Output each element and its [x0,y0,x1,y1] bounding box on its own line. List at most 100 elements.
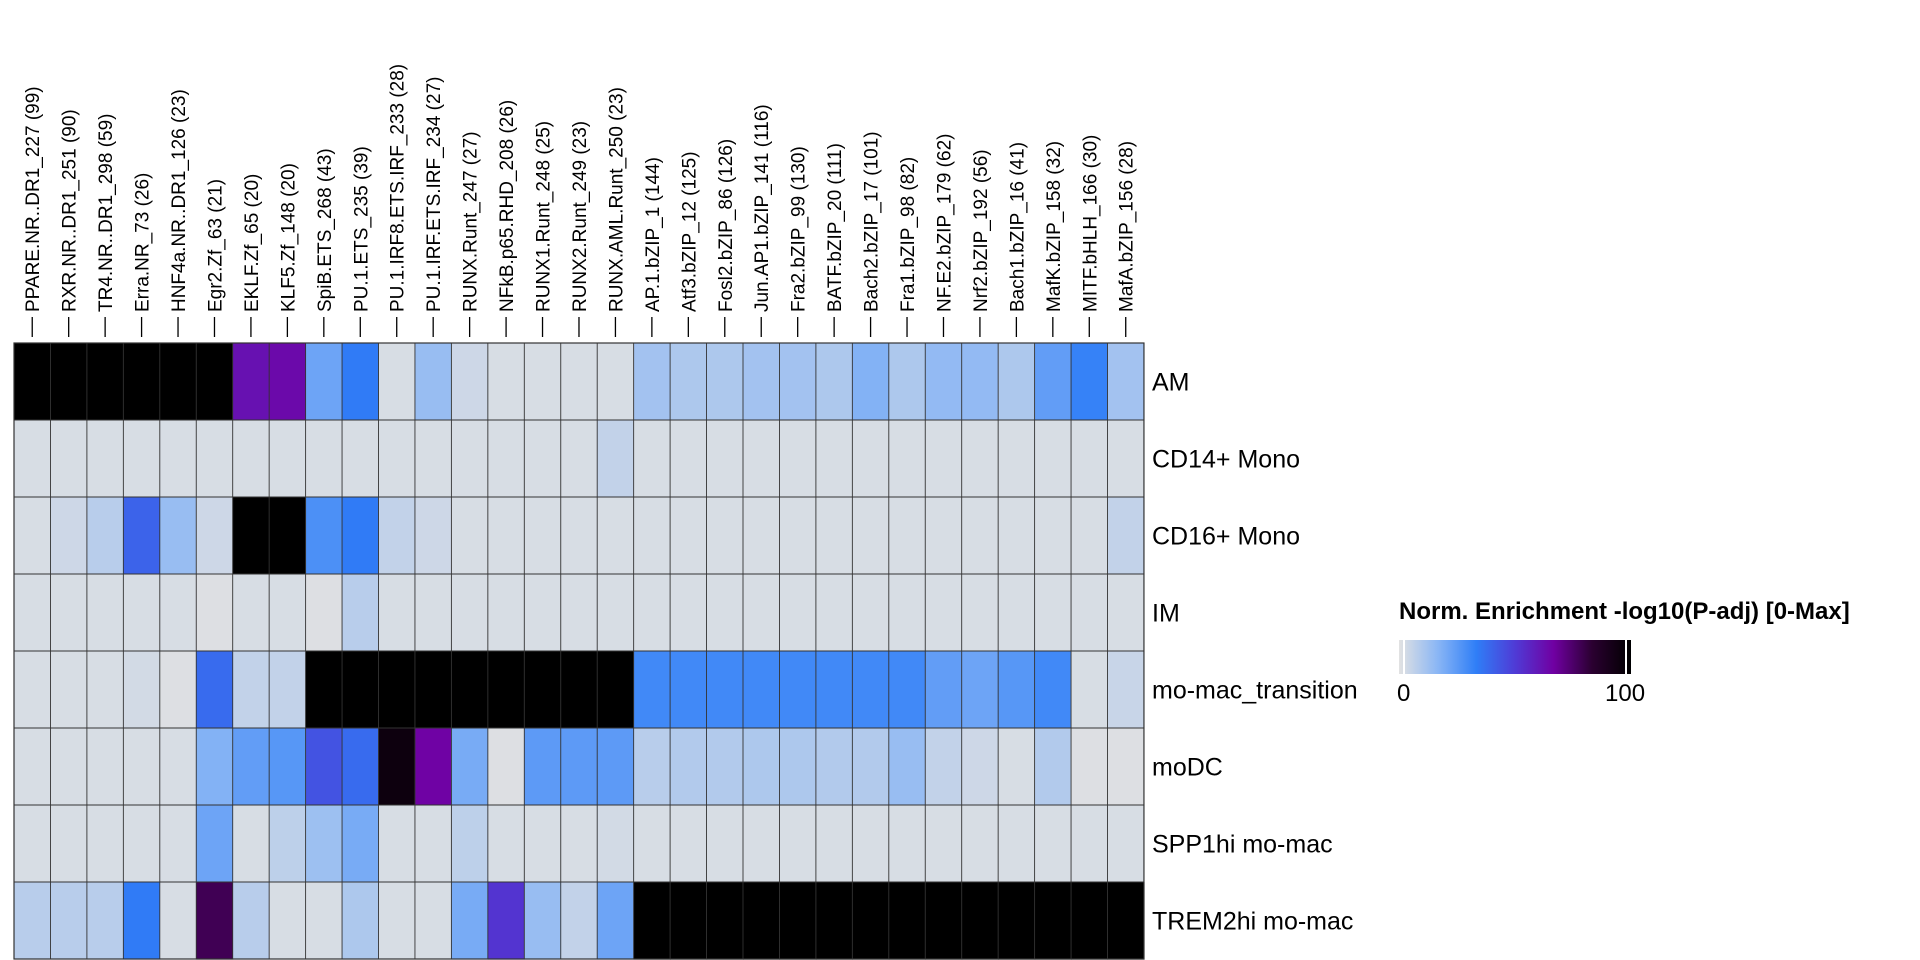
heatmap-cell [852,651,890,729]
column-labels: PPARE.NR..DR1_227 (99) RXR.NR..DR1_251 (9… [23,64,1137,312]
heatmap-cell [196,420,234,498]
row-label: CD14+ Mono [1152,446,1300,474]
heatmap-cell [196,497,234,575]
heatmap-cell [998,343,1036,421]
heatmap-cell [1034,882,1072,960]
heatmap-cell [779,728,817,806]
heatmap-cell [815,651,853,729]
heatmap-cell [1107,343,1145,421]
heatmap-cell [815,574,853,652]
heatmap-cell [196,882,234,960]
heatmap-cell [1107,574,1145,652]
heatmap-cell [378,651,416,729]
heatmap-cell [196,651,234,729]
heatmap-cell [633,805,671,883]
column-label: Fosl2.bZIP_86 (126) [716,139,737,312]
heatmap-cell [852,574,890,652]
heatmap-cell [597,728,635,806]
heatmap-cell [123,574,161,652]
heatmap-cell [670,805,708,883]
column-label: Nrf2.bZIP_192 (56) [971,149,992,312]
heatmap-cell [961,728,999,806]
heatmap-cell [925,574,963,652]
heatmap-cell [706,497,744,575]
heatmap-cell [852,420,890,498]
heatmap-cell [779,651,817,729]
heatmap-cell [779,420,817,498]
heatmap-cell [852,728,890,806]
colorbar-min-tick [1403,640,1405,674]
heatmap-cell [342,805,380,883]
heatmap-cell [1034,728,1072,806]
heatmap-cell [925,651,963,729]
heatmap-cell [305,574,343,652]
heatmap-cell [50,420,88,498]
heatmap-cell [232,420,270,498]
heatmap-cell [961,882,999,960]
heatmap-cell [961,805,999,883]
heatmap-cell [342,651,380,729]
heatmap-cell [86,805,124,883]
heatmap-cell [123,420,161,498]
heatmap-cell [706,805,744,883]
heatmap-cell [560,497,598,575]
heatmap-cell [378,420,416,498]
column-label: Egr2.Zf_63 (21) [205,179,226,312]
column-label: MafK.bZIP_158 (32) [1044,141,1065,312]
column-label: MITF.bHLH_166 (30) [1080,135,1101,312]
heatmap-cell [196,574,234,652]
heatmap-cell [524,651,562,729]
column-label: SpiB.ETS_268 (43) [315,148,336,312]
heatmap-cell [414,805,452,883]
heatmap-cell [1071,805,1109,883]
heatmap-cell [815,497,853,575]
heatmap-cell [305,497,343,575]
heatmap-cell [50,651,88,729]
heatmap-cell [14,651,52,729]
heatmap-cell [961,574,999,652]
heatmap-cell [670,420,708,498]
heatmap-cell [633,497,671,575]
heatmap-cell [123,728,161,806]
heatmap-border [13,342,1145,960]
heatmap-cell [269,497,307,575]
heatmap-cell [86,343,124,421]
row-label: IM [1152,600,1180,628]
heatmap-cell [524,497,562,575]
heatmap-cell [1071,651,1109,729]
heatmap-cell [779,805,817,883]
heatmap-cell [743,728,781,806]
heatmap-cell [961,497,999,575]
heatmap-cell [597,497,635,575]
heatmap-cell [86,497,124,575]
heatmap-cell [888,420,926,498]
heatmap-cell [779,343,817,421]
heatmap-cell [524,574,562,652]
heatmap-cell [86,882,124,960]
heatmap-cell [159,420,197,498]
heatmap-cell [925,343,963,421]
heatmap-cell [743,882,781,960]
row-label: AM [1152,369,1190,397]
heatmap-cell [451,574,489,652]
heatmap-cell [524,420,562,498]
heatmap-cell [706,882,744,960]
heatmap-cell [706,728,744,806]
heatmap-cell [414,574,452,652]
heatmap-cell [487,574,525,652]
column-label: RUNX.Runt_247 (27) [461,131,482,312]
heatmap-cell [232,728,270,806]
row-label: mo-mac_transition [1152,677,1358,705]
heatmap-cell [378,882,416,960]
heatmap-grid [13,342,1145,960]
heatmap-cell [232,343,270,421]
column-label: EKLF.Zf_65 (20) [242,174,263,312]
heatmap-cell [670,651,708,729]
heatmap-cell [998,497,1036,575]
heatmap-cell [451,805,489,883]
row-label: SPP1hi mo-mac [1152,831,1333,859]
heatmap-cell [86,651,124,729]
column-label: PU.1.IRF8.ETS.IRF_233 (28) [388,64,409,312]
heatmap-cell [414,420,452,498]
heatmap-cell [1071,343,1109,421]
